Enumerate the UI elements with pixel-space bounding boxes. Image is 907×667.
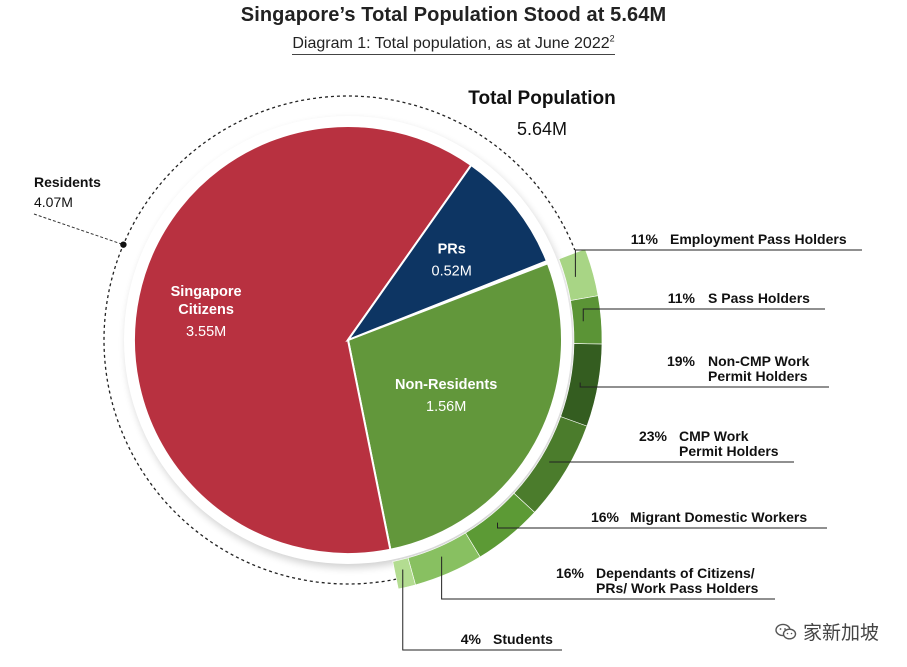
breakdown-leader-6	[441, 556, 775, 600]
chart-title: Singapore’s Total Population Stood at 5.…	[240, 4, 667, 26]
citizens-value: 3.55M	[186, 324, 226, 340]
breakdown-leader-7	[402, 569, 562, 651]
breakdown-pct-6: 16%	[556, 565, 585, 581]
footnote-mark: 2	[609, 34, 615, 44]
breakdown-label-4: Permit Holders	[679, 443, 779, 459]
breakdown-leader-1	[574, 249, 862, 277]
slice-singapore-citizens	[133, 125, 473, 555]
breakdown-label-4: CMP Work	[679, 428, 749, 444]
breakdown-label-1: Employment Pass Holders	[670, 231, 847, 247]
residents-dashed-arc	[103, 95, 576, 585]
non-residents-label: Non-Residents	[395, 377, 497, 393]
slice-prs	[345, 163, 549, 343]
breakdown-ring	[392, 248, 603, 590]
ring-segment-7	[392, 557, 416, 590]
breakdown-pct-4: 23%	[639, 428, 668, 444]
watermark: 家新加坡	[775, 618, 879, 645]
breakdown-leader-2	[582, 308, 825, 322]
total-population-value: 5.64M	[517, 119, 567, 139]
breakdown-pct-2: 11%	[668, 290, 696, 306]
breakdown-label-6: PRs/ Work Pass Holders	[596, 580, 759, 596]
prs-label: PRs	[438, 241, 466, 257]
subtitle-text: Diagram 1: Total population, as at June …	[292, 35, 610, 53]
residents-label: Residents	[34, 174, 101, 190]
breakdown-label-3: Permit Holders	[708, 368, 808, 384]
pie-slices	[133, 125, 563, 555]
breakdown-label-2: S Pass Holders	[708, 290, 810, 306]
breakdown-pct-7: 4%	[461, 631, 482, 647]
watermark-text: 家新加坡	[802, 622, 879, 644]
breakdown-leader-3	[579, 382, 829, 388]
chart-labels: Singapore Citizens 3.55M PRs 0.52M Non-Reside…	[34, 88, 847, 647]
breakdown-leader-5	[496, 522, 827, 529]
breakdown-label-7: Students	[493, 631, 553, 647]
leader-lines	[33, 213, 862, 651]
breakdown-label-3: Non-CMP Work	[708, 353, 810, 369]
breakdown-label-5: Migrant Domestic Workers	[630, 509, 807, 525]
residents-value: 4.07M	[34, 194, 73, 210]
slice-non-residents	[346, 262, 563, 551]
residents-leader-dot	[120, 241, 127, 248]
residents-leader	[33, 213, 124, 246]
prs-value: 0.52M	[432, 263, 472, 279]
non-residents-value: 1.56M	[426, 399, 466, 415]
breakdown-pct-1: 11%	[631, 231, 659, 247]
wechat-icon	[775, 623, 797, 641]
breakdown-pct-3: 19%	[667, 353, 696, 369]
citizens-label: Citizens	[178, 302, 234, 318]
ring-segment-2	[570, 295, 603, 345]
citizens-label: Singapore	[171, 284, 242, 300]
subtitle-underlined: Diagram 1: Total population, as at June …	[292, 34, 615, 56]
chart-subtitle: Diagram 1: Total population, as at June …	[0, 34, 907, 56]
breakdown-leader-4	[549, 461, 794, 463]
breakdown-label-6: Dependants of Citizens/	[596, 565, 755, 581]
total-population-title: Total Population	[468, 88, 615, 109]
breakdown-pct-5: 16%	[591, 509, 620, 525]
